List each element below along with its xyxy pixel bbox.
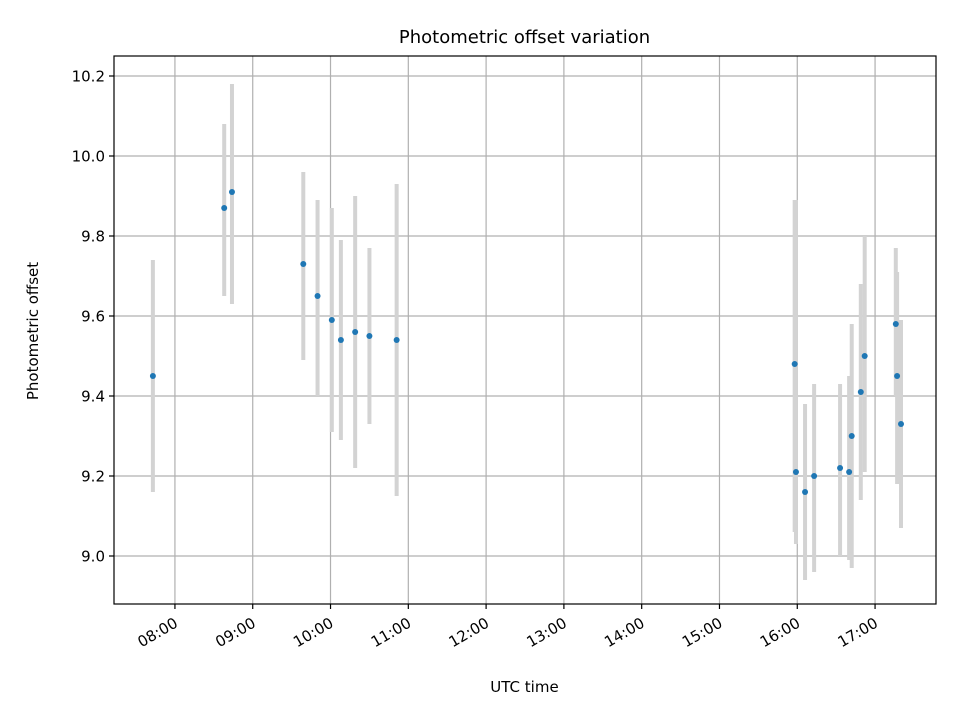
- x-tick-label: 14:00: [601, 614, 647, 651]
- x-axis-title: UTC time: [490, 678, 558, 696]
- y-tick-label: 10.0: [72, 148, 105, 166]
- data-point: [848, 433, 855, 439]
- x-tick-label: 11:00: [368, 614, 414, 651]
- data-point: [837, 465, 844, 471]
- x-tick-label: 15:00: [679, 614, 725, 651]
- y-tick-label: 9.6: [81, 308, 105, 326]
- data-point: [892, 321, 899, 327]
- x-tick-label: 17:00: [835, 614, 881, 651]
- y-tick-label: 9.0: [81, 548, 105, 566]
- data-point: [221, 205, 228, 211]
- data-point: [861, 353, 868, 359]
- y-tick-label: 9.4: [81, 388, 105, 406]
- y-tick-label: 9.2: [81, 468, 105, 486]
- x-tick-label: 09:00: [212, 614, 258, 651]
- data-point: [897, 421, 904, 427]
- x-tick-label: 10:00: [290, 614, 336, 651]
- data-point: [149, 373, 156, 379]
- data-point: [328, 317, 335, 323]
- x-tick-label: 16:00: [757, 614, 803, 651]
- data-point: [846, 469, 853, 475]
- errorbar-layer: [150, 84, 903, 580]
- y-axis-title: Photometric offset: [24, 262, 42, 400]
- data-point: [300, 261, 307, 267]
- data-point: [337, 337, 344, 343]
- y-tick-label: 9.8: [81, 228, 105, 246]
- chart-title: Photometric offset variation: [399, 27, 650, 48]
- data-point: [802, 489, 809, 495]
- x-tick-label: 13:00: [523, 614, 569, 651]
- grid-layer: [114, 56, 936, 604]
- x-tick-label: 12:00: [446, 614, 492, 651]
- x-tick-layer: 08:00 09:00 10:00 11:00 12:00 13:00 14:00 15:00…: [134, 604, 881, 651]
- point-layer: [149, 189, 904, 495]
- data-point: [352, 329, 359, 335]
- data-point: [393, 337, 400, 343]
- data-point: [791, 361, 798, 367]
- data-point: [857, 389, 864, 395]
- plot-frame: [113, 55, 937, 605]
- x-tick-label: 08:00: [134, 614, 180, 651]
- data-point: [366, 333, 373, 339]
- data-point: [894, 373, 901, 379]
- y-tick-layer: 9.0 9.2 9.4 9.6 9.8 10.0 10.2: [72, 68, 114, 566]
- data-point: [811, 473, 818, 479]
- y-tick-label: 10.2: [72, 68, 105, 86]
- data-point: [228, 189, 235, 195]
- data-point: [792, 469, 799, 475]
- data-point: [314, 293, 321, 299]
